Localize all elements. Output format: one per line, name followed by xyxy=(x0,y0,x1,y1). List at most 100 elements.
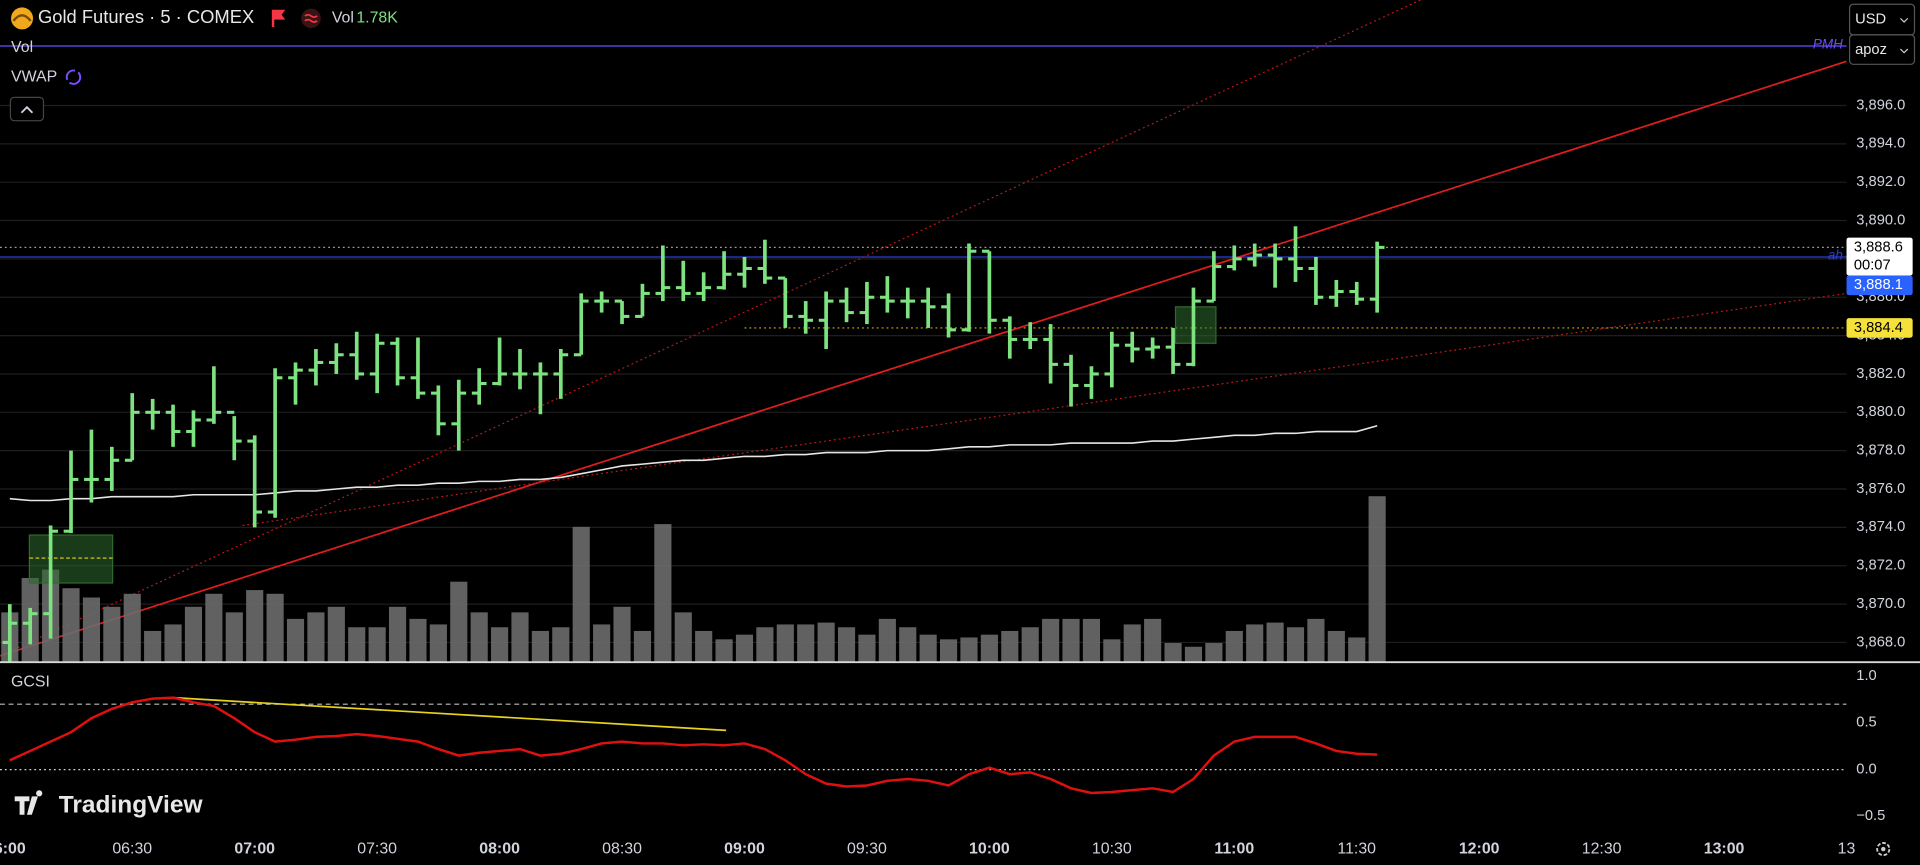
volume-bar xyxy=(858,634,876,662)
volume-bar xyxy=(837,627,856,662)
price-label: 3,888.1 xyxy=(1854,277,1903,293)
volume-bar xyxy=(225,612,243,662)
y-tick-label: 0.0 xyxy=(1856,761,1876,777)
volume-bar xyxy=(1021,627,1039,662)
x-tick-label: 11:00 xyxy=(1214,840,1254,857)
volume-bar xyxy=(1164,643,1182,662)
price-scale: 3,868.0 3,870.0 3,872.0 3,874.0 3,876.0 3,878… xyxy=(1846,97,1913,824)
profile-caret xyxy=(1899,48,1909,54)
volume-bar xyxy=(450,581,468,662)
symbol-logo xyxy=(11,7,34,30)
volume-bar xyxy=(735,634,754,662)
volume-bar xyxy=(1062,618,1080,662)
volume-bar xyxy=(327,606,345,662)
price-pane: PMH ah xyxy=(0,0,1847,662)
vwap-study-label[interactable]: VWAP xyxy=(11,68,57,85)
market-status-icon[interactable] xyxy=(301,8,321,29)
x-tick-label: 10:00 xyxy=(969,840,1010,857)
market-status-mark xyxy=(304,13,318,23)
y-tick-label: 3,890.0 xyxy=(1856,212,1905,228)
profile-button[interactable] xyxy=(1848,34,1916,65)
volume-bar xyxy=(940,639,958,662)
vwap-line xyxy=(9,424,1378,502)
x-tick-label: 12:30 xyxy=(1582,840,1622,857)
trend-line xyxy=(0,0,1421,657)
volume-bar xyxy=(470,612,488,662)
volume-bar xyxy=(286,618,305,662)
x-tick-label: 08:00 xyxy=(479,840,520,857)
collapse-button[interactable] xyxy=(9,96,45,122)
y-tick-label: 3,892.0 xyxy=(1856,174,1905,190)
gcsi-study-label[interactable]: GCSI xyxy=(11,674,50,691)
price-label-box xyxy=(1846,275,1913,296)
y-tick-label: 3,878.0 xyxy=(1856,443,1905,459)
volume-bar xyxy=(776,624,794,662)
indicator-pane xyxy=(0,696,1847,795)
collapse-icon xyxy=(20,105,34,114)
volume-bar xyxy=(674,612,692,662)
y-tick-label: 3,874.0 xyxy=(1856,519,1905,535)
volume-study-label[interactable]: Vol xyxy=(11,39,33,56)
zone xyxy=(1174,306,1217,344)
volume-bar xyxy=(654,524,672,662)
volume-bar xyxy=(368,627,386,662)
flag-icon[interactable] xyxy=(271,9,286,27)
volume-bar xyxy=(1225,630,1243,662)
price-label: 3,888.6 xyxy=(1854,239,1903,255)
volume-bar xyxy=(919,634,937,662)
volume-bar xyxy=(797,624,815,662)
header: Gold Futures · 5 · COMEX Vol 1.78K Vol V… xyxy=(9,6,398,691)
volume-bar xyxy=(511,612,529,662)
x-tick-label: 09:00 xyxy=(724,840,765,857)
volume-bar xyxy=(980,634,998,662)
y-tick-label: 3,872.0 xyxy=(1856,558,1905,574)
volume-header-label: Vol xyxy=(332,10,354,27)
volume-bar xyxy=(62,588,80,662)
y-tick-label: 3,876.0 xyxy=(1856,481,1905,497)
volume-bar xyxy=(82,597,100,662)
volume-bar xyxy=(633,630,652,662)
brand-logo xyxy=(14,790,43,815)
y-tick-label: 1.0 xyxy=(1856,668,1876,684)
volume-bar xyxy=(1042,618,1060,662)
volume-bar xyxy=(388,606,407,662)
volume-bar xyxy=(593,624,611,662)
volume-bar xyxy=(531,630,549,662)
volume-bar xyxy=(246,590,264,662)
volume-bar xyxy=(878,618,896,662)
x-tick-label: 12:00 xyxy=(1459,840,1500,857)
brand-name: TradingView xyxy=(59,792,204,819)
currency-caret xyxy=(1899,17,1909,23)
volume-bar xyxy=(1184,646,1203,662)
settings-button[interactable] xyxy=(1876,842,1891,857)
profile-label: apoz xyxy=(1855,42,1887,58)
volume-bar xyxy=(184,606,203,662)
zone xyxy=(28,534,114,584)
volume-bar xyxy=(1144,618,1162,662)
x-tick-label: 07:00 xyxy=(234,840,275,857)
volume-bar xyxy=(429,624,447,662)
volume-bar xyxy=(1327,630,1345,662)
symbol-title: Gold Futures · 5 · COMEX xyxy=(38,6,254,27)
volume-bar xyxy=(715,639,733,662)
volume-bar xyxy=(409,618,427,662)
price-label-box xyxy=(1846,237,1913,276)
x-tick-label: 06:30 xyxy=(112,840,152,857)
brand: TradingView xyxy=(14,790,204,819)
y-tick-label: 3,882.0 xyxy=(1856,366,1905,382)
volume-bar xyxy=(960,637,978,662)
volume-bar xyxy=(1286,627,1305,662)
volume-bar xyxy=(1103,639,1121,662)
volume-bar xyxy=(205,593,223,662)
x-tick-label: 07:30 xyxy=(357,840,397,857)
x-tick-label: 11:30 xyxy=(1337,840,1376,857)
volume-bar xyxy=(1266,622,1284,662)
trend-line xyxy=(173,696,727,732)
volume-bar xyxy=(103,606,121,662)
volume-bar xyxy=(1348,637,1366,662)
volume-bar xyxy=(491,627,509,662)
volume-header-value: 1.78K xyxy=(356,10,398,27)
volume-bar xyxy=(266,593,284,662)
